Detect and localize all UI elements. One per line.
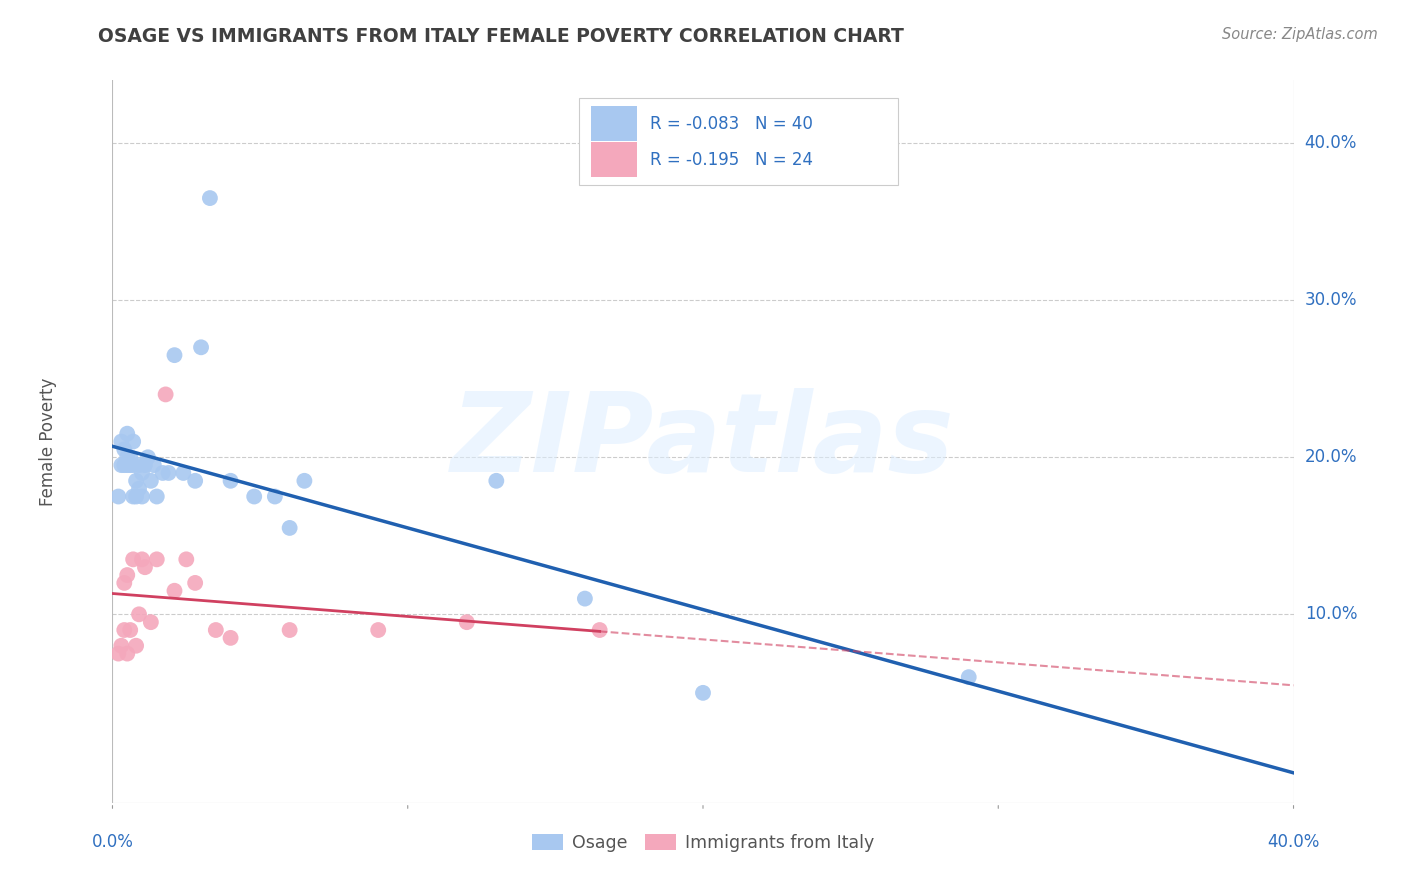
- Text: R = -0.083   N = 40: R = -0.083 N = 40: [650, 115, 813, 133]
- Point: [139, 474, 162, 488]
- Point: [278, 623, 301, 637]
- Point: [110, 458, 132, 472]
- Point: [128, 607, 150, 622]
- Point: [243, 490, 266, 504]
- Point: [219, 631, 242, 645]
- Point: [485, 474, 508, 488]
- Text: OSAGE VS IMMIGRANTS FROM ITALY FEMALE POVERTY CORRELATION CHART: OSAGE VS IMMIGRANTS FROM ITALY FEMALE PO…: [98, 27, 904, 45]
- Point: [134, 560, 156, 574]
- Text: 40.0%: 40.0%: [1305, 134, 1357, 153]
- Point: [120, 458, 142, 472]
- Point: [190, 340, 212, 354]
- Text: ZIPatlas: ZIPatlas: [451, 388, 955, 495]
- Point: [122, 434, 145, 449]
- Point: [128, 458, 150, 472]
- Point: [163, 583, 186, 598]
- Point: [157, 466, 180, 480]
- Point: [136, 450, 159, 465]
- Point: [120, 623, 142, 637]
- Point: [692, 686, 714, 700]
- Point: [588, 623, 610, 637]
- Point: [117, 450, 138, 465]
- Point: [110, 434, 132, 449]
- FancyBboxPatch shape: [591, 106, 637, 141]
- Point: [146, 552, 169, 566]
- Point: [142, 458, 165, 472]
- Point: [152, 466, 174, 480]
- Text: R = -0.195   N = 24: R = -0.195 N = 24: [650, 151, 813, 169]
- Point: [125, 474, 148, 488]
- Point: [146, 490, 169, 504]
- Point: [139, 615, 162, 630]
- Point: [172, 466, 194, 480]
- Point: [292, 474, 315, 488]
- Point: [112, 458, 135, 472]
- Text: Female Poverty: Female Poverty: [38, 377, 56, 506]
- Text: 10.0%: 10.0%: [1305, 606, 1357, 624]
- Point: [131, 552, 153, 566]
- FancyBboxPatch shape: [579, 98, 898, 185]
- Point: [112, 442, 135, 457]
- Point: [122, 490, 145, 504]
- Point: [456, 615, 478, 630]
- Text: Source: ZipAtlas.com: Source: ZipAtlas.com: [1222, 27, 1378, 42]
- Point: [264, 490, 287, 504]
- Point: [174, 552, 197, 566]
- Point: [205, 623, 228, 637]
- Point: [107, 490, 129, 504]
- Point: [125, 490, 148, 504]
- Point: [574, 591, 596, 606]
- Point: [117, 426, 138, 441]
- Point: [219, 474, 242, 488]
- Point: [131, 490, 153, 504]
- Point: [367, 623, 389, 637]
- Point: [122, 552, 145, 566]
- Text: 20.0%: 20.0%: [1305, 449, 1357, 467]
- Point: [957, 670, 980, 684]
- Point: [155, 387, 177, 401]
- Point: [110, 639, 132, 653]
- Point: [122, 458, 145, 472]
- Point: [117, 458, 138, 472]
- Text: 30.0%: 30.0%: [1305, 291, 1357, 310]
- Point: [128, 482, 150, 496]
- FancyBboxPatch shape: [591, 142, 637, 178]
- Point: [120, 450, 142, 465]
- Legend: Osage, Immigrants from Italy: Osage, Immigrants from Italy: [524, 827, 882, 859]
- Text: 0.0%: 0.0%: [91, 833, 134, 851]
- Point: [117, 568, 138, 582]
- Point: [184, 474, 207, 488]
- Point: [107, 647, 129, 661]
- Point: [131, 466, 153, 480]
- Text: 40.0%: 40.0%: [1267, 833, 1320, 851]
- Point: [117, 647, 138, 661]
- Point: [125, 639, 148, 653]
- Point: [134, 458, 156, 472]
- Point: [163, 348, 186, 362]
- Point: [278, 521, 301, 535]
- Point: [112, 575, 135, 590]
- Point: [112, 623, 135, 637]
- Point: [198, 191, 221, 205]
- Point: [184, 575, 207, 590]
